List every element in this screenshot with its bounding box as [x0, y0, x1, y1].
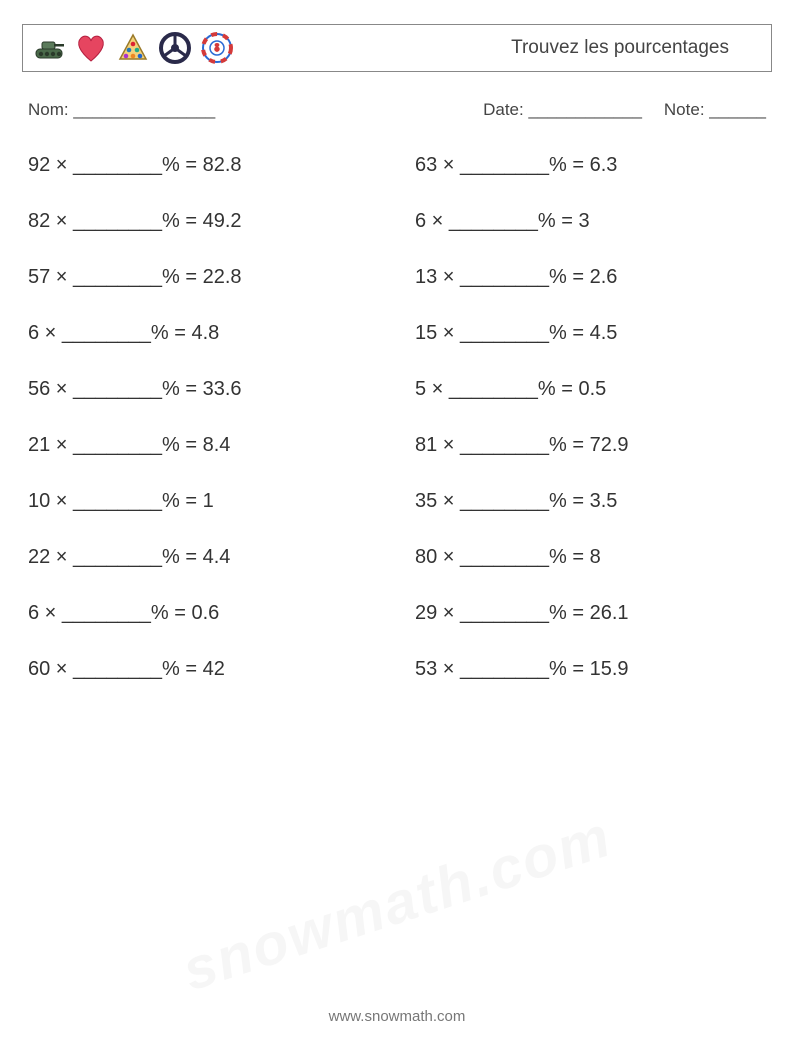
problem-item: 6 × ________% = 0.6	[28, 602, 379, 625]
problem-item: 21 × ________% = 8.4	[28, 434, 379, 457]
problem-item: 22 × ________% = 4.4	[28, 546, 379, 569]
problem-item: 29 × ________% = 26.1	[415, 602, 766, 625]
tank-icon	[31, 30, 67, 66]
name-field: Nom: _______________	[28, 100, 215, 120]
problem-item: 53 × ________% = 15.9	[415, 658, 766, 681]
steering-wheel-icon	[157, 30, 193, 66]
problem-item: 82 × ________% = 49.2	[28, 210, 379, 233]
problem-item: 57 × ________% = 22.8	[28, 266, 379, 289]
problem-item: 81 × ________% = 72.9	[415, 434, 766, 457]
problem-item: 60 × ________% = 42	[28, 658, 379, 681]
problem-item: 15 × ________% = 4.5	[415, 322, 766, 345]
problem-item: 35 × ________% = 3.5	[415, 490, 766, 513]
problem-item: 63 × ________% = 6.3	[415, 154, 766, 177]
problem-item: 80 × ________% = 8	[415, 546, 766, 569]
footer-url: www.snowmath.com	[0, 1008, 794, 1025]
worksheet-page: Trouvez les pourcentages Nom: __________…	[0, 0, 794, 681]
header-icons	[31, 30, 235, 66]
problem-item: 5 × ________% = 0.5	[415, 378, 766, 401]
date-field: Date: ____________	[483, 100, 642, 120]
watermark: snowmath.com	[174, 803, 619, 1005]
problems-grid: 92 × ________% = 82.8 63 × ________% = 6.…	[22, 130, 772, 681]
worksheet-title: Trouvez les pourcentages	[511, 37, 759, 59]
billiards-icon	[115, 30, 151, 66]
problem-item: 92 × ________% = 82.8	[28, 154, 379, 177]
meta-row: Nom: _______________ Date: ____________ …	[22, 72, 772, 130]
problem-item: 6 × ________% = 3	[415, 210, 766, 233]
problem-item: 10 × ________% = 1	[28, 490, 379, 513]
heart-icon	[73, 30, 109, 66]
header-bar: Trouvez les pourcentages	[22, 24, 772, 72]
problem-item: 13 × ________% = 2.6	[415, 266, 766, 289]
poker-chip-icon	[199, 30, 235, 66]
problem-item: 6 × ________% = 4.8	[28, 322, 379, 345]
note-field: Note: ______	[664, 100, 766, 120]
problem-item: 56 × ________% = 33.6	[28, 378, 379, 401]
